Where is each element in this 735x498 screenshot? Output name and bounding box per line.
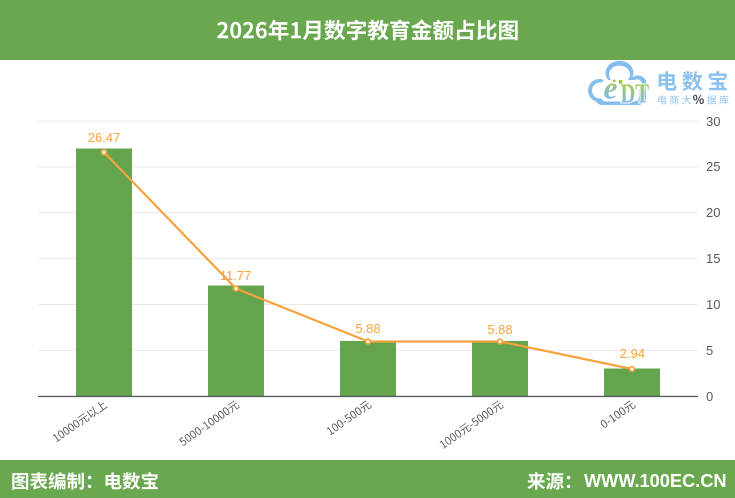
- svg-text:e: e: [604, 71, 618, 106]
- svg-text:DT: DT: [621, 78, 650, 108]
- svg-text:DT: DT: [621, 78, 650, 108]
- svg-text:e: e: [604, 71, 618, 106]
